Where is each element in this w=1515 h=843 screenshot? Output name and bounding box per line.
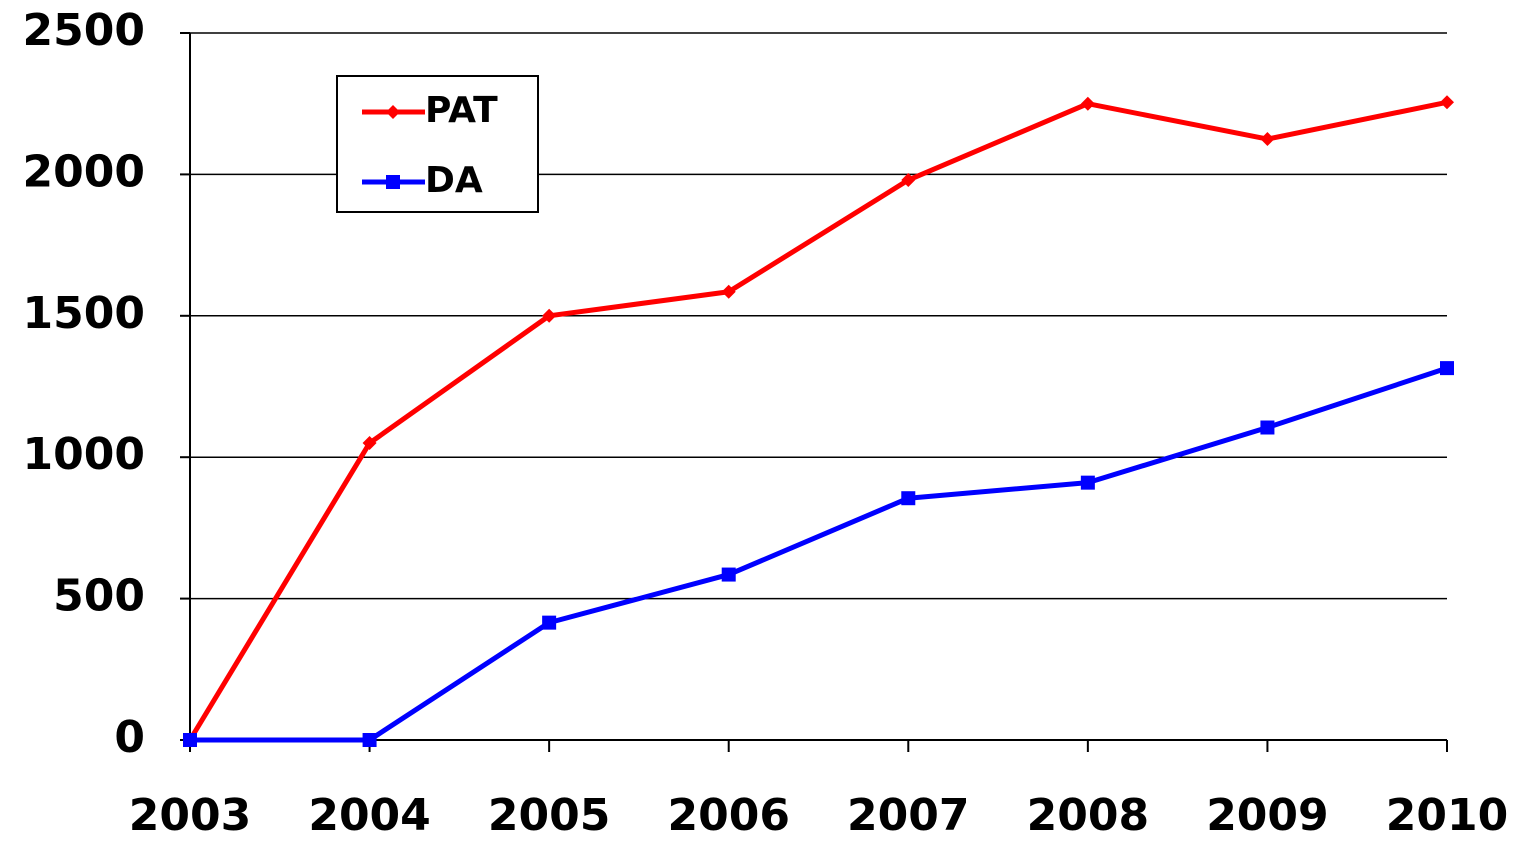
y-tick-label: 500: [53, 571, 145, 622]
point: [542, 308, 557, 323]
x-tick-label: 2004: [308, 790, 430, 841]
series-line: [190, 365, 1448, 743]
point: [1440, 361, 1454, 376]
point: [721, 284, 736, 299]
y-tick-label: 2500: [23, 5, 145, 56]
point: [1440, 95, 1454, 110]
x-tick-label: 2006: [667, 790, 789, 841]
x-tick-label: 2003: [129, 790, 251, 841]
series-line: [187, 99, 1448, 742]
point: [362, 436, 377, 451]
point: [721, 567, 736, 582]
point: [901, 173, 916, 188]
point: [1260, 420, 1275, 435]
legend-label: DA: [425, 160, 483, 201]
point: [1260, 132, 1275, 147]
point: [901, 491, 916, 506]
point: [1080, 475, 1095, 490]
legend-marker: [386, 175, 400, 189]
y-tick-label: 1500: [23, 288, 145, 339]
y-tick-label: 1000: [23, 429, 145, 480]
point: [1080, 96, 1095, 111]
x-tick-label: 2005: [488, 790, 610, 841]
y-tick-label: 0: [114, 712, 145, 763]
x-tick-label: 2009: [1206, 790, 1328, 841]
point: [183, 733, 197, 747]
y-tick-label: 2000: [23, 146, 145, 197]
x-tick-label: 2010: [1386, 790, 1508, 841]
point: [542, 615, 557, 630]
legend-marker: [386, 105, 400, 119]
x-tick-label: 2008: [1027, 790, 1149, 841]
legend-label: PAT: [425, 90, 498, 131]
legend-box: [336, 75, 539, 213]
x-tick-label: 2007: [847, 790, 969, 841]
point: [362, 733, 377, 747]
